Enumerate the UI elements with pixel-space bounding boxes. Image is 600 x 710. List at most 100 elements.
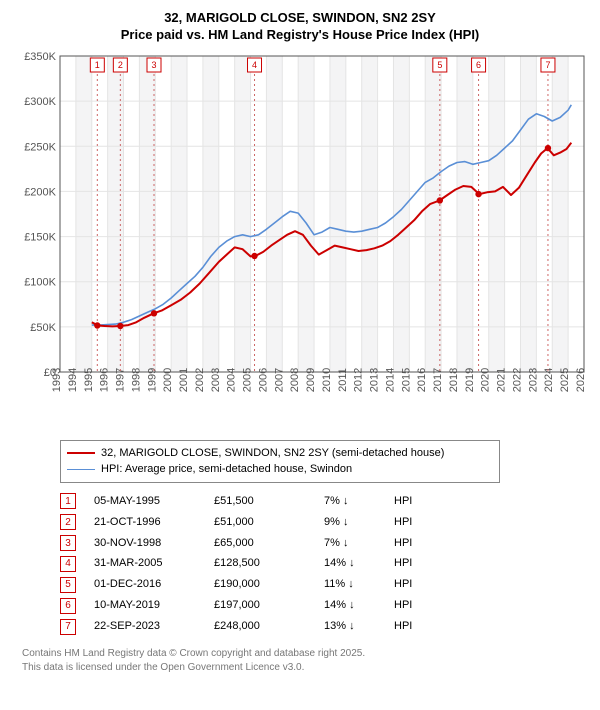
legend-label: HPI: Average price, semi-detached house,… (101, 461, 352, 478)
svg-text:1: 1 (95, 60, 100, 70)
transaction-date: 05-MAY-1995 (94, 491, 214, 512)
svg-text:2012: 2012 (353, 368, 365, 392)
svg-text:2020: 2020 (480, 368, 492, 392)
svg-text:1998: 1998 (130, 368, 142, 392)
svg-text:£0: £0 (44, 367, 56, 379)
svg-text:2026: 2026 (575, 368, 587, 392)
chart-svg: 1993199419951996199719981999200020012002… (10, 52, 590, 432)
transaction-hpi: HPI (394, 491, 434, 512)
footer-line-1: Contains HM Land Registry data © Crown c… (22, 647, 590, 661)
svg-text:2013: 2013 (369, 368, 381, 392)
svg-text:1994: 1994 (67, 368, 79, 392)
transaction-hpi: HPI (394, 533, 434, 554)
svg-text:1996: 1996 (99, 368, 111, 392)
transaction-date: 10-MAY-2019 (94, 595, 214, 616)
transaction-hpi: HPI (394, 574, 434, 595)
svg-text:4: 4 (252, 60, 257, 70)
chart-area: 1993199419951996199719981999200020012002… (10, 52, 590, 432)
transaction-row: 221-OCT-1996£51,0009% ↓HPI (60, 512, 590, 533)
svg-text:2014: 2014 (384, 368, 396, 392)
transaction-price: £197,000 (214, 595, 324, 616)
transaction-price: £51,500 (214, 491, 324, 512)
transaction-badge: 5 (60, 577, 76, 593)
legend-swatch (67, 469, 95, 471)
svg-text:5: 5 (437, 60, 442, 70)
svg-text:2009: 2009 (305, 368, 317, 392)
transaction-row: 1 05-MAY-1995£51,5007% ↓HPI (60, 491, 590, 512)
legend-item: 32, MARIGOLD CLOSE, SWINDON, SN2 2SY (se… (67, 445, 493, 462)
transaction-diff: 14% ↓ (324, 595, 394, 616)
transaction-hpi: HPI (394, 553, 434, 574)
svg-text:6: 6 (476, 60, 481, 70)
transaction-price: £248,000 (214, 616, 324, 637)
title-line-2: Price paid vs. HM Land Registry's House … (10, 27, 590, 44)
svg-text:1995: 1995 (83, 368, 95, 392)
svg-text:2001: 2001 (178, 368, 190, 392)
transaction-price: £51,000 (214, 512, 324, 533)
transaction-diff: 7% ↓ (324, 491, 394, 512)
transaction-date: 21-OCT-1996 (94, 512, 214, 533)
svg-text:1997: 1997 (115, 368, 127, 392)
svg-text:2015: 2015 (400, 368, 412, 392)
transaction-date: 30-NOV-1998 (94, 533, 214, 554)
svg-text:1999: 1999 (146, 368, 158, 392)
transaction-badge: 2 (60, 514, 76, 530)
transaction-price: £128,500 (214, 553, 324, 574)
svg-text:£50K: £50K (30, 322, 56, 334)
svg-text:2006: 2006 (257, 368, 269, 392)
transaction-badge: 7 (60, 619, 76, 635)
svg-text:£200K: £200K (24, 186, 56, 198)
footer-line-2: This data is licensed under the Open Gov… (22, 661, 590, 675)
transaction-hpi: HPI (394, 595, 434, 616)
svg-text:2017: 2017 (432, 368, 444, 392)
transaction-badge: 6 (60, 598, 76, 614)
svg-text:2025: 2025 (559, 368, 571, 392)
transaction-hpi: HPI (394, 616, 434, 637)
svg-text:2004: 2004 (226, 368, 238, 392)
transaction-date: 31-MAR-2005 (94, 553, 214, 574)
transaction-row: 6 10-MAY-2019£197,00014% ↓HPI (60, 595, 590, 616)
svg-text:2008: 2008 (289, 368, 301, 392)
svg-text:2021: 2021 (496, 368, 508, 392)
transaction-diff: 14% ↓ (324, 553, 394, 574)
transaction-badge: 1 (60, 493, 76, 509)
transaction-badge: 4 (60, 556, 76, 572)
transaction-price: £190,000 (214, 574, 324, 595)
legend-label: 32, MARIGOLD CLOSE, SWINDON, SN2 2SY (se… (101, 445, 444, 462)
svg-text:£100K: £100K (24, 276, 56, 288)
title-line-1: 32, MARIGOLD CLOSE, SWINDON, SN2 2SY (10, 10, 590, 27)
transaction-diff: 11% ↓ (324, 574, 394, 595)
transaction-date: 22-SEP-2023 (94, 616, 214, 637)
transaction-badge: 3 (60, 535, 76, 551)
transaction-row: 4 31-MAR-2005£128,50014% ↓HPI (60, 553, 590, 574)
svg-text:2000: 2000 (162, 368, 174, 392)
svg-text:£350K: £350K (24, 52, 56, 63)
svg-text:2018: 2018 (448, 368, 460, 392)
transaction-row: 5 01-DEC-2016£190,00011% ↓HPI (60, 574, 590, 595)
svg-text:£250K: £250K (24, 141, 56, 153)
footer: Contains HM Land Registry data © Crown c… (22, 647, 590, 674)
transaction-table: 105-MAY-1995£51,5007% ↓HPI221-OCT-1996£5… (60, 491, 590, 637)
svg-text:2002: 2002 (194, 368, 206, 392)
legend-item: HPI: Average price, semi-detached house,… (67, 461, 493, 478)
svg-text:2: 2 (118, 60, 123, 70)
svg-text:2010: 2010 (321, 368, 333, 392)
svg-text:£150K: £150K (24, 231, 56, 243)
transaction-row: 7 22-SEP-2023£248,00013% ↓HPI (60, 616, 590, 637)
svg-text:£300K: £300K (24, 96, 56, 108)
transaction-diff: 7% ↓ (324, 533, 394, 554)
transaction-diff: 13% ↓ (324, 616, 394, 637)
svg-text:2016: 2016 (416, 368, 428, 392)
transaction-row: 3 30-NOV-1998£65,0007% ↓HPI (60, 533, 590, 554)
chart-title-block: 32, MARIGOLD CLOSE, SWINDON, SN2 2SY Pri… (10, 10, 590, 44)
transaction-date: 01-DEC-2016 (94, 574, 214, 595)
transaction-diff: 9% ↓ (324, 512, 394, 533)
svg-text:2003: 2003 (210, 368, 222, 392)
legend: 32, MARIGOLD CLOSE, SWINDON, SN2 2SY (se… (60, 440, 500, 483)
transaction-price: £65,000 (214, 533, 324, 554)
svg-text:2019: 2019 (464, 368, 476, 392)
legend-swatch (67, 452, 95, 454)
svg-text:2024: 2024 (543, 368, 555, 392)
svg-text:3: 3 (151, 60, 156, 70)
svg-text:2007: 2007 (273, 368, 285, 392)
